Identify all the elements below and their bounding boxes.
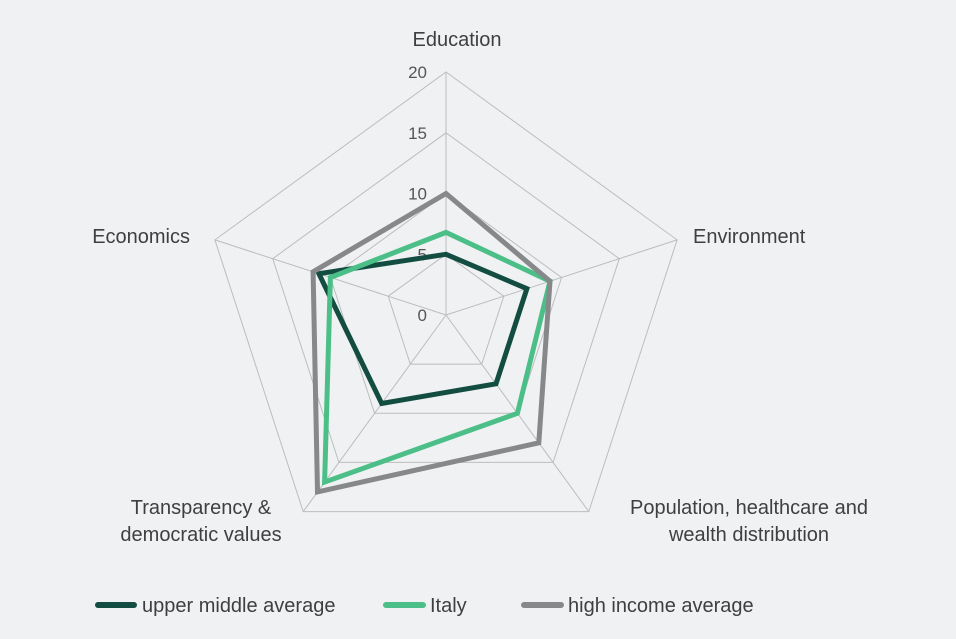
axis-label-4: Economics: [92, 226, 190, 248]
legend-label-1: Italy: [430, 595, 467, 617]
axis-label-line: democratic values: [120, 524, 281, 546]
grid-ring-4: [214, 71, 678, 513]
tick-label-2: 10: [408, 185, 427, 204]
axis-labels: Education Environment Population, healthca…: [92, 29, 868, 546]
tick-label-0: 0: [418, 306, 427, 325]
tick-label-1: 5: [418, 245, 427, 264]
series-line-2: [310, 190, 553, 496]
axis-label-2: Population, healthcare and wealth distrib…: [630, 497, 868, 546]
legend: upper middle average Italy high income ave…: [95, 595, 754, 617]
axis-label-line: wealth distribution: [668, 524, 829, 546]
axis-label-line: Transparency &: [131, 497, 272, 519]
grid-ring-2: [329, 192, 563, 414]
series-line-1: [321, 229, 553, 486]
axis-label-line: Education: [413, 29, 502, 51]
tick-label-4: 20: [408, 63, 427, 82]
axis-label-line: Economics: [92, 226, 190, 248]
spoke-1: [445, 239, 678, 316]
series-line-0: [315, 251, 530, 407]
radial-tick-labels: 0 5 10 15 20: [408, 63, 427, 325]
grid-ring-1: [387, 253, 505, 365]
axis-label-line: Population, healthcare and: [630, 497, 868, 519]
axis-label-3: Transparency & democratic values: [120, 497, 281, 546]
tick-label-3: 15: [408, 124, 427, 143]
legend-label-0: upper middle average: [142, 595, 335, 617]
axis-label-1: Environment: [693, 226, 806, 248]
axis-label-line: Environment: [693, 226, 806, 248]
legend-label-2: high income average: [568, 595, 754, 617]
axis-label-0: Education: [413, 29, 502, 51]
data-series: [310, 190, 553, 496]
radar-grid: [214, 71, 678, 513]
